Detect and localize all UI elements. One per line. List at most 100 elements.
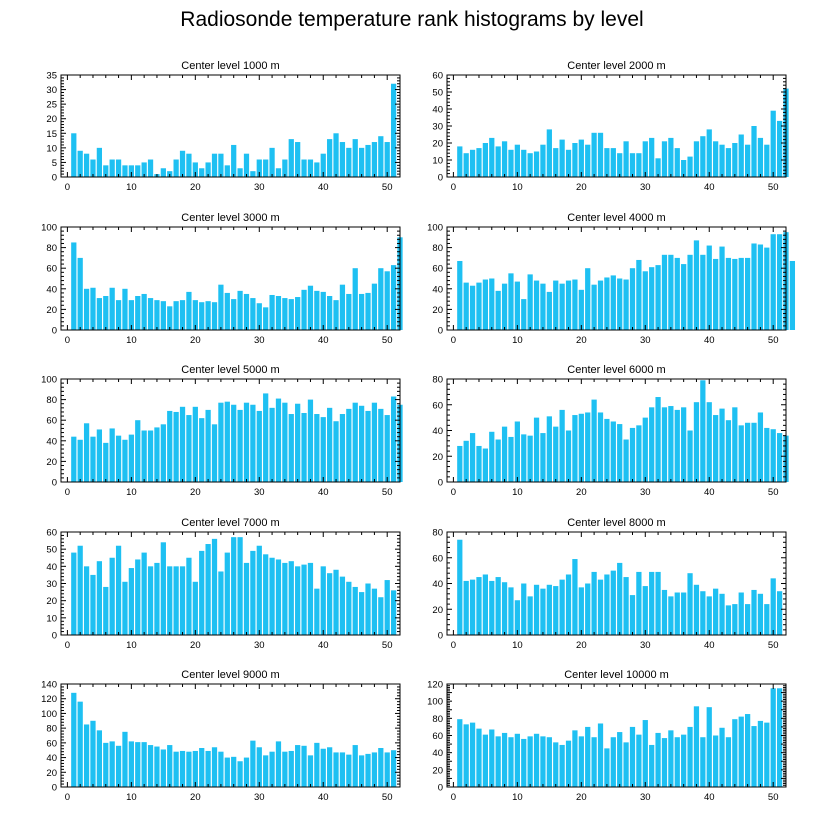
histogram-bar [610, 148, 616, 177]
histogram-bar [160, 301, 166, 330]
histogram-bar [540, 433, 546, 482]
histogram-bar [687, 726, 693, 787]
histogram-bar [732, 604, 738, 635]
histogram-bar [700, 136, 706, 177]
histogram-bar [135, 296, 141, 330]
histogram-bar [71, 552, 77, 635]
x-tick-label: 20 [190, 792, 201, 803]
histogram-bar [250, 740, 256, 787]
y-tick-label: 40 [46, 562, 57, 573]
x-tick-label: 30 [640, 335, 651, 346]
histogram-bar [115, 300, 122, 330]
histogram-bar [224, 401, 230, 482]
x-tick-label: 10 [512, 792, 523, 803]
x-tick-label: 10 [126, 182, 137, 193]
histogram-bar [275, 398, 282, 482]
histogram-bar [649, 744, 655, 787]
histogram-bar [141, 742, 147, 787]
histogram-bar [738, 425, 744, 482]
histogram-bar [521, 434, 527, 482]
histogram-bar [250, 550, 256, 635]
x-tick-label: 30 [640, 640, 651, 651]
histogram-bar [384, 271, 390, 330]
histogram-bar [314, 162, 320, 177]
histogram-bar [501, 283, 508, 330]
histogram-bar [713, 141, 719, 177]
histogram-bar [501, 426, 508, 482]
histogram-bar [770, 429, 776, 482]
histogram-bar [776, 591, 783, 635]
histogram-bar [90, 287, 96, 330]
histogram-bar [192, 750, 198, 787]
histogram-bar [751, 243, 757, 330]
histogram-bar [617, 732, 623, 787]
histogram-bar [179, 300, 186, 330]
histogram-bar [578, 139, 584, 177]
histogram-bar [668, 596, 674, 635]
y-tick-label: 40 [432, 748, 443, 759]
x-tick-label: 20 [576, 792, 587, 803]
panel-title: Center level 7000 m [181, 517, 279, 529]
histogram-bar [597, 412, 604, 482]
histogram-bar [610, 737, 616, 787]
histogram-bar [103, 442, 109, 482]
histogram-bar [789, 260, 796, 330]
histogram-bar [320, 153, 326, 177]
histogram-bar [610, 421, 616, 482]
histogram-bar [706, 129, 712, 177]
histogram-bar [463, 282, 469, 330]
histogram-bar [597, 579, 604, 635]
panel-title: Center level 9000 m [181, 669, 279, 681]
histogram-bar [352, 268, 358, 330]
histogram-bar [687, 573, 693, 635]
histogram-bar [160, 424, 166, 482]
histogram-bar [661, 254, 668, 330]
histogram-bar [706, 245, 712, 330]
histogram-bar [77, 545, 83, 635]
plot-frame [60, 74, 401, 178]
histogram-bar [521, 583, 527, 635]
x-tick-label: 0 [65, 640, 70, 651]
histogram-bar [757, 244, 764, 330]
histogram-bar [282, 298, 288, 330]
histogram-bar [339, 752, 346, 787]
histogram-bar [371, 588, 378, 635]
y-tick-label: 120 [427, 680, 443, 691]
histogram-bar [604, 277, 610, 330]
histogram-bar [301, 564, 307, 635]
x-tick-label: 20 [576, 487, 587, 498]
histogram-bar [128, 300, 134, 330]
histogram-bar [572, 730, 578, 787]
x-tick-label: 40 [318, 487, 329, 498]
histogram-bar [346, 147, 352, 177]
histogram-bar [301, 412, 307, 482]
histogram-bar [469, 285, 476, 330]
histogram-bar [179, 566, 186, 635]
histogram-bar [224, 757, 230, 787]
histogram-bar [269, 147, 275, 177]
histogram-bar [770, 688, 776, 787]
y-tick-label: 0 [438, 326, 443, 337]
histogram-bar [237, 168, 243, 177]
histogram-bar [390, 265, 397, 330]
panel-title: Center level 1000 m [181, 60, 279, 72]
histogram-bar [333, 752, 339, 787]
histogram-bar [604, 418, 610, 482]
y-tick-label: 0 [438, 478, 443, 489]
histogram-bar [597, 723, 604, 787]
histogram-bar [553, 742, 559, 787]
histogram-bar [288, 139, 294, 177]
histogram-bar [610, 570, 616, 635]
histogram-bar [533, 733, 540, 787]
histogram-bar [457, 260, 463, 330]
histogram-bar [346, 581, 352, 635]
histogram-bar [141, 430, 147, 482]
histogram-bar [476, 148, 482, 177]
histogram-bar [687, 254, 693, 330]
histogram-bar [757, 412, 764, 482]
histogram-bar [527, 153, 533, 177]
histogram-bar [154, 746, 160, 787]
histogram-bar [135, 420, 141, 482]
histogram-bar [693, 141, 700, 177]
x-tick-label: 50 [768, 182, 779, 193]
